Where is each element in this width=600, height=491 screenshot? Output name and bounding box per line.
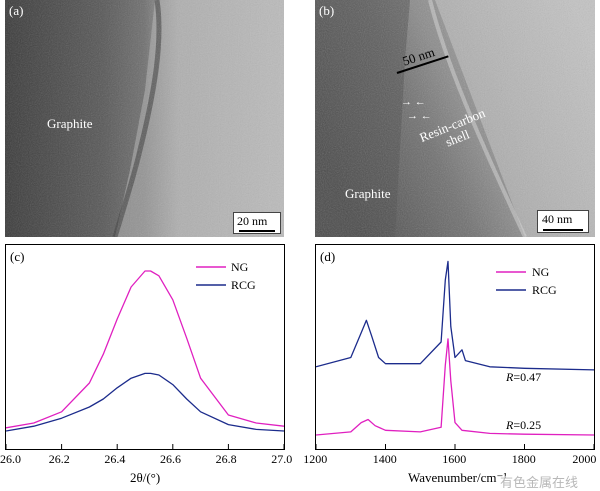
raman-series-ng <box>316 338 594 436</box>
xrd-tick-label: 26.4 <box>104 452 126 466</box>
watermark: 有色金属在线 <box>500 476 579 491</box>
tem-micrograph-a <box>5 0 284 237</box>
xrd-tick-label: 26.8 <box>215 452 237 466</box>
tem-image-b: (b) 50 nm → ← → ← Resin-carbon shell Gra… <box>315 0 595 237</box>
legend-rcg-c: RCG <box>231 278 256 292</box>
raman-tick-label: 1400 <box>372 452 397 466</box>
arrow-marks-2: → ← <box>407 110 432 122</box>
xrd-x-axis-title: 2θ/(°) <box>130 470 161 485</box>
legend-rcg-d: RCG <box>532 283 557 297</box>
xrd-series-rcg <box>6 372 284 432</box>
legend-ng-d: NG <box>532 265 550 279</box>
scale-bar-a <box>233 212 281 234</box>
panel-c-label: (c) <box>10 249 25 264</box>
raman-plot-box: (d) NG RCG R=0.47 R=0.25 <box>315 244 595 450</box>
r-annotation-ng: R=0.25 <box>506 418 541 433</box>
xrd-plot-box: (c) NG RCG <box>5 244 285 450</box>
scale-bar-line-b <box>543 229 583 231</box>
raman-x-axis-title: Wavenumber/cm⁻¹ <box>408 470 508 485</box>
r-annotation-ng-text: =0.25 <box>513 418 542 432</box>
scale-bar-line-a <box>239 230 275 232</box>
r-annotation-rcg-prefix: R <box>506 370 514 384</box>
xrd-series-ng <box>6 270 284 429</box>
xrd-plot-svg <box>6 266 284 449</box>
scale-bar-label-b: 40 nm <box>542 212 573 226</box>
raman-tick-label: 2000 <box>572 452 597 466</box>
scale-bar-b <box>537 210 589 233</box>
xrd-tick-label: 26.0 <box>0 452 21 466</box>
tem-micrograph-b <box>315 0 595 237</box>
legend-ng-c: NG <box>231 260 249 274</box>
xrd-tick-label: 26.2 <box>48 452 70 466</box>
arrow-marks: → ← <box>401 96 426 108</box>
xrd-tick-label: 26.6 <box>160 452 181 466</box>
raman-tick-label: 1800 <box>511 452 536 466</box>
raman-tick-label: 1600 <box>442 452 467 466</box>
scale-bar-label-a: 20 nm <box>237 214 268 228</box>
r-annotation-rcg: R=0.47 <box>506 370 541 385</box>
r-annotation-ng-prefix: R <box>506 418 514 432</box>
graphite-annotation-b: Graphite <box>345 186 391 201</box>
raman-series-rcg <box>316 260 594 371</box>
panel-a-label: (a) <box>9 3 24 18</box>
raman-plot-svg <box>316 260 594 449</box>
panel-b-label: (b) <box>319 3 335 18</box>
tem-image-a: (a) Graphite 20 nm <box>5 0 284 237</box>
graphite-annotation-a: Graphite <box>47 116 93 131</box>
r-annotation-rcg-text: =0.47 <box>513 370 542 384</box>
xrd-tick-label: 27.0 <box>271 452 293 466</box>
panel-d-label: (d) <box>320 249 336 264</box>
raman-tick-label: 1200 <box>303 452 328 466</box>
